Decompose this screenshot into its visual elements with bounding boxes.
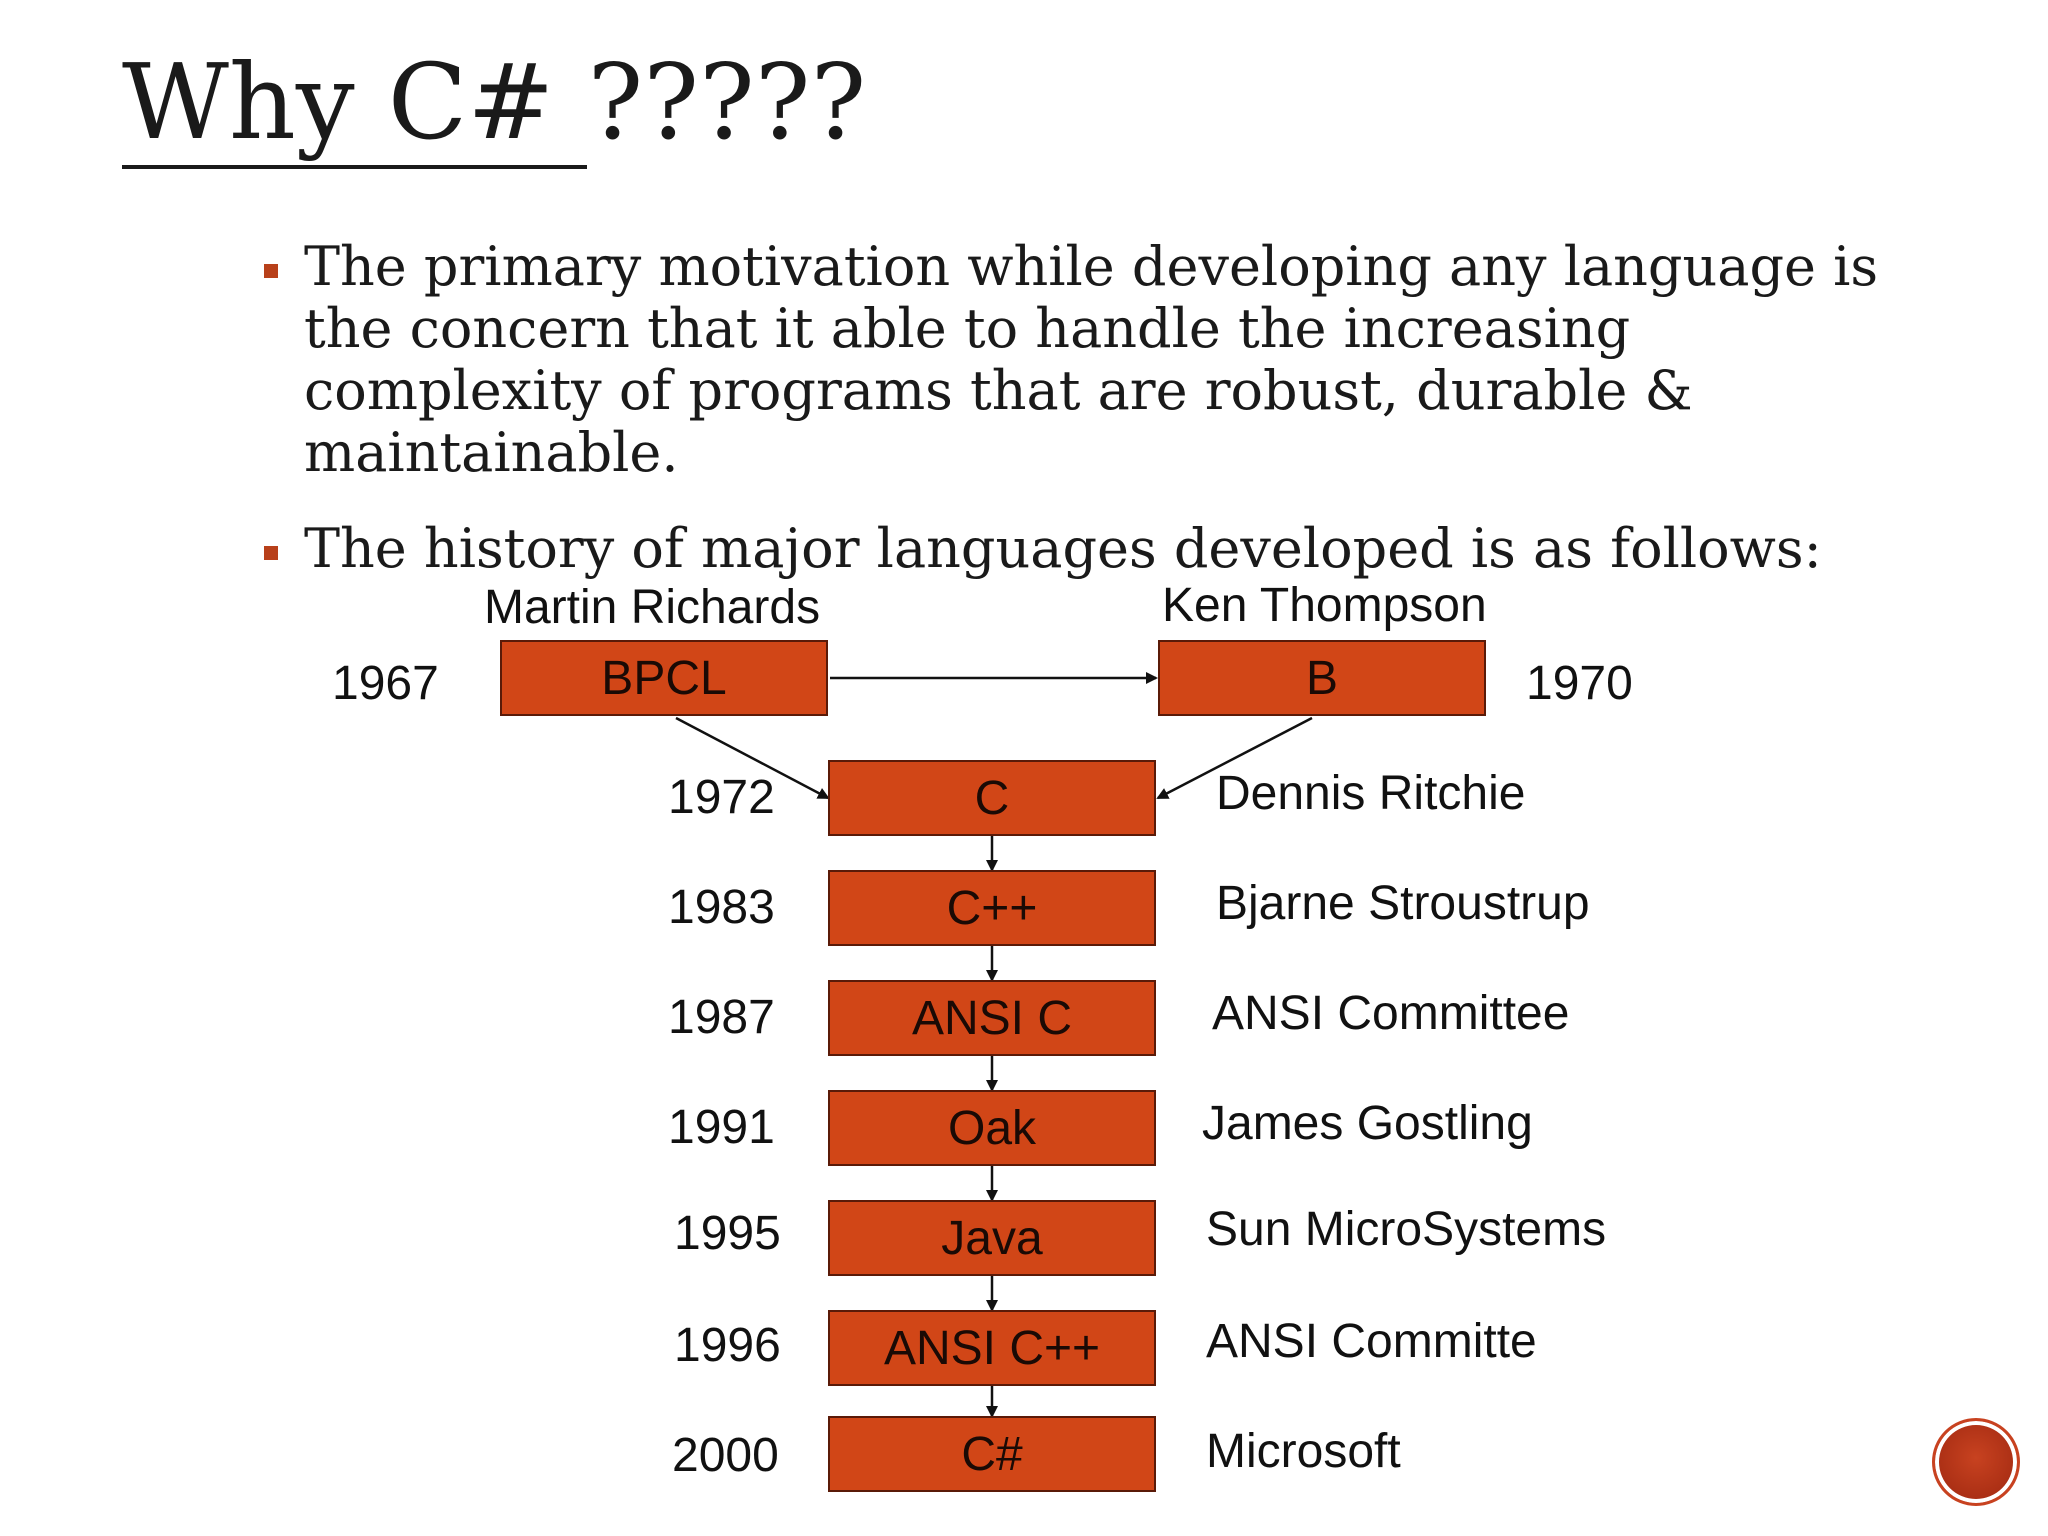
node-ansi-cpp: ANSI C++ [828, 1310, 1156, 1386]
bullet-item: The primary motivation while developing … [264, 236, 1944, 484]
year-label-cpp: 1983 [668, 881, 775, 934]
node-cpp: C++ [828, 870, 1156, 946]
author-label-csharp: Microsoft [1206, 1425, 1401, 1478]
year-label-ansi-cpp: 1996 [674, 1319, 781, 1372]
year-label-b: 1970 [1526, 657, 1633, 710]
node-java: Java [828, 1200, 1156, 1276]
arrow-b-to-c [1156, 716, 1313, 800]
year-label-bpcl: 1967 [332, 657, 439, 710]
year-label-java: 1995 [674, 1207, 781, 1260]
node-b: B [1158, 640, 1486, 716]
year-label-csharp: 2000 [672, 1429, 779, 1482]
node-ansi-c: ANSI C [828, 980, 1156, 1056]
node-oak: Oak [828, 1090, 1156, 1166]
year-label-oak: 1991 [668, 1101, 775, 1154]
year-label-ansi-c: 1987 [668, 991, 775, 1044]
author-label-cpp: Bjarne Stroustrup [1216, 877, 1590, 930]
author-label-bpcl: Martin Richards [484, 581, 821, 634]
author-label-ansi-cpp: ANSI Committe [1206, 1315, 1537, 1368]
title-main: Why C# [122, 41, 588, 169]
node-c: C [828, 760, 1156, 836]
node-bpcl: BPCL [500, 640, 828, 716]
title-suffix: ????? [587, 41, 867, 163]
node-csharp: C# [828, 1416, 1156, 1492]
year-label-c: 1972 [668, 771, 775, 824]
author-label-b: Ken Thompson [1162, 579, 1487, 632]
next-slide-button[interactable] [1932, 1418, 2020, 1506]
arrow-bpcl-to-c [675, 716, 830, 800]
slide-title: Why C# ????? [122, 40, 867, 169]
bullet-item: The history of major languages developed… [264, 518, 1944, 580]
author-label-c: Dennis Ritchie [1216, 767, 1526, 820]
author-label-oak: James Gostling [1202, 1097, 1533, 1150]
author-label-java: Sun MicroSystems [1206, 1203, 1607, 1256]
author-label-ansi-c: ANSI Committee [1212, 987, 1570, 1040]
bullet-list: The primary motivation while developing … [264, 236, 1944, 614]
